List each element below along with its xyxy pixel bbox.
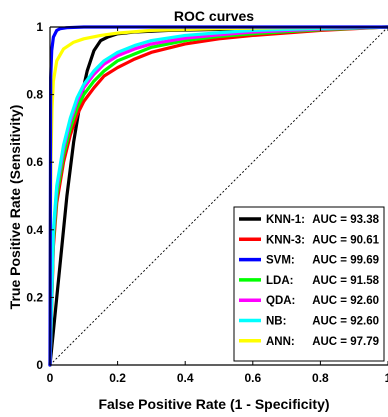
chart-title: ROC curves [174, 8, 254, 24]
x-tick-label: 0.2 [109, 371, 126, 385]
legend-auc-qda: AUC = 92.60 [312, 295, 379, 307]
legend-auc-svm: AUC = 99.69 [312, 255, 379, 267]
legend-label-knn-3: KNN-3: [266, 234, 305, 246]
legend-label-nb: NB: [266, 316, 286, 328]
legend-box [233, 206, 385, 362]
y-axis-label: True Positive Rate (Sensitivity) [7, 105, 23, 310]
x-axis-label: False Positive Rate (1 - Specificity) [98, 396, 329, 412]
legend-label-ann: ANN: [266, 336, 295, 348]
plot-area: 0 0.2 0.4 0.6 0.8 1 0 0.2 0.4 0.6 0.8 1 KNN-1: AUC = … [26, 20, 388, 385]
legend-label-qda: QDA: [266, 295, 295, 307]
series-line-nb [48, 25, 388, 367]
legend-label-lda: LDA: [266, 275, 293, 287]
x-tick-label: 0 [47, 371, 54, 385]
legend-label-svm: SVM: [266, 255, 295, 267]
y-tick-label: 0.2 [26, 290, 43, 304]
x-tick-label: 0.4 [177, 371, 194, 385]
y-tick-label: 0.4 [26, 223, 43, 237]
legend-auc-knn-3: AUC = 90.61 [312, 234, 379, 246]
legend-auc-ann: AUC = 97.79 [312, 336, 379, 348]
y-tick-label: 0.8 [26, 88, 43, 102]
y-tick-label: 0 [36, 358, 43, 372]
x-tick-label: 1 [385, 371, 388, 385]
legend-auc-lda: AUC = 91.58 [312, 275, 379, 287]
x-tick-label: 0.6 [244, 371, 261, 385]
y-tick-label: 1 [36, 20, 43, 34]
legend-auc-nb: AUC = 92.60 [312, 316, 379, 328]
x-tick-label: 0.8 [312, 371, 329, 385]
legend-auc-knn-1: AUC = 93.38 [312, 214, 379, 226]
y-tick-label: 0.6 [26, 155, 43, 169]
legend-label-knn-1: KNN-1: [266, 214, 305, 226]
legend: KNN-1: AUC = 93.38 KNN-3: AUC = 90.61 SVM: AU… [233, 206, 385, 362]
